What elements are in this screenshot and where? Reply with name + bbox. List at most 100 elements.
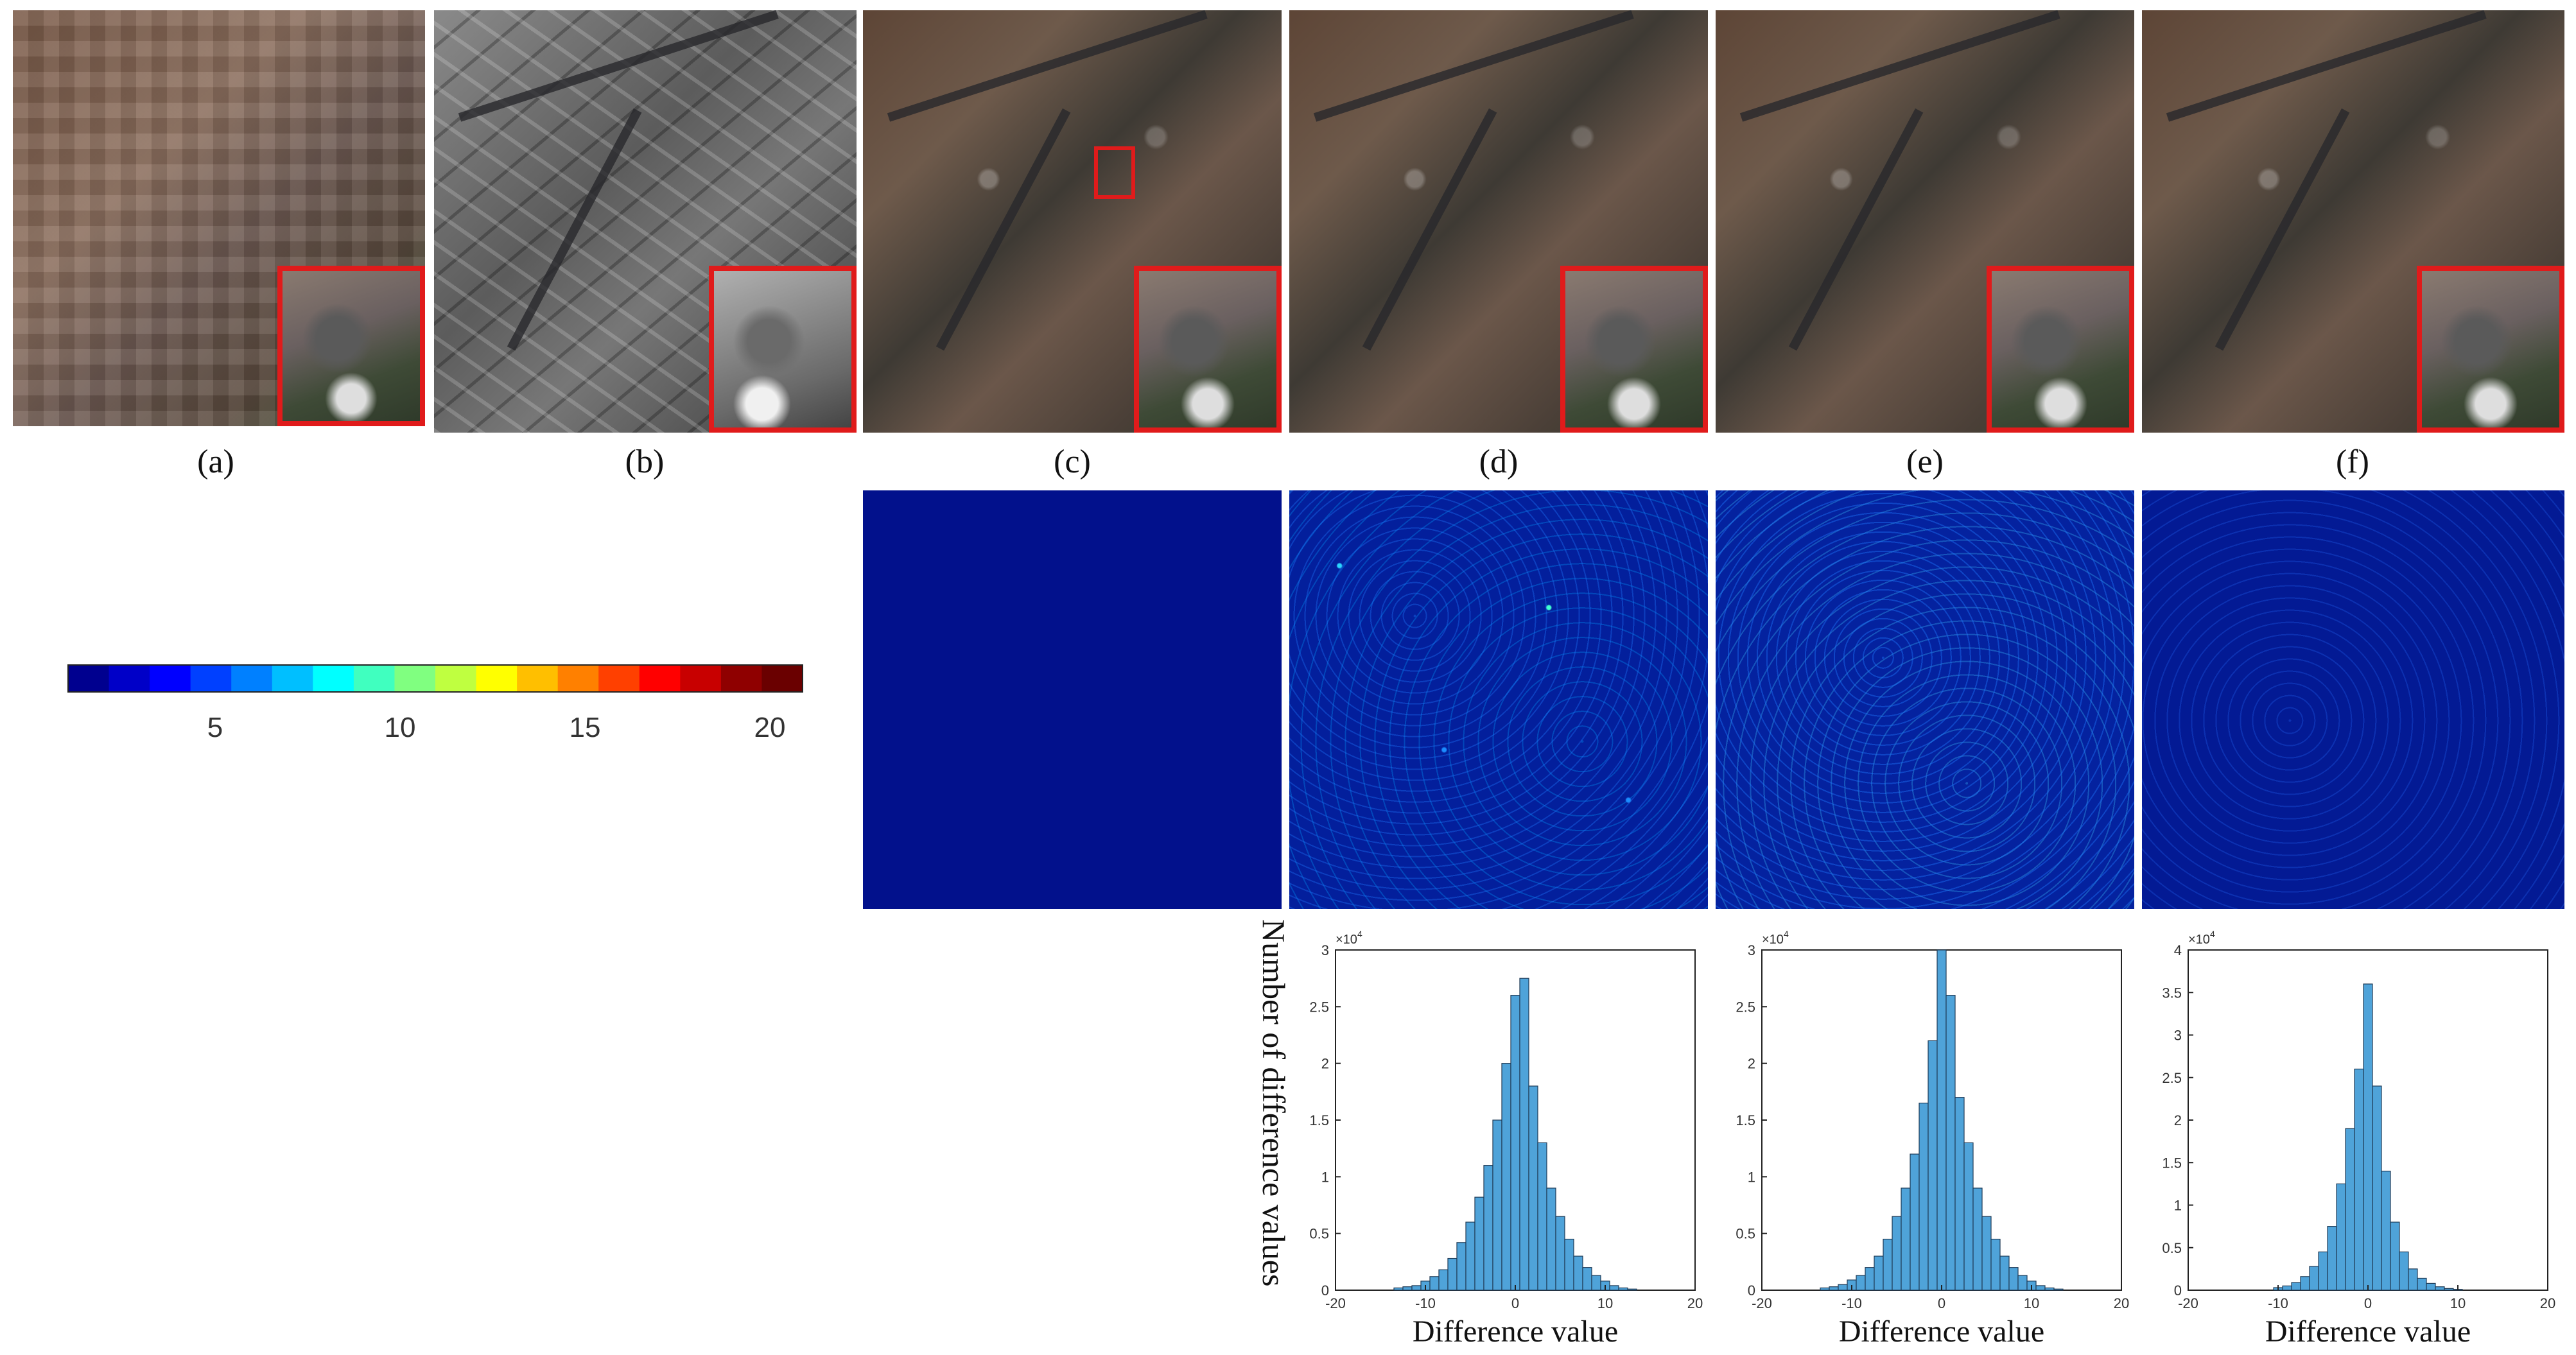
hist-bar bbox=[1492, 1119, 1502, 1291]
hist-bar bbox=[1910, 1153, 1920, 1291]
hist-ytick-label: 2 bbox=[1748, 1056, 1755, 1072]
hist-bar bbox=[1402, 1286, 1413, 1291]
hist-bar bbox=[1999, 1256, 2010, 1291]
hist-bar bbox=[1963, 1142, 1974, 1291]
hist-bar bbox=[2008, 1267, 2019, 1291]
hist-bar bbox=[2345, 1128, 2355, 1291]
hist-bar bbox=[2309, 1266, 2319, 1291]
histogram-e: -20 -10 0 10 20 0 0.5 1 1.5 2 2.5 3 ×104 Difference v… bbox=[1736, 929, 2129, 1349]
hist-bar bbox=[1555, 1216, 1565, 1291]
hist-bar bbox=[1856, 1275, 1866, 1291]
hist-ytick-label: 2 bbox=[2174, 1112, 2182, 1128]
panel-d-zoom-inset bbox=[1560, 266, 1708, 433]
hist-xtick-label: 20 bbox=[1687, 1295, 1703, 1311]
hist-bar bbox=[2363, 983, 2373, 1291]
hist-bar bbox=[1609, 1285, 1619, 1291]
colorbar-swatch bbox=[68, 665, 110, 692]
hist-bar bbox=[2053, 1288, 2064, 1291]
hist-ytick-label: 2.5 bbox=[1736, 999, 1755, 1015]
hist-bar bbox=[1618, 1287, 1628, 1291]
hist-bar bbox=[2336, 1183, 2346, 1291]
hist-bar bbox=[1874, 1256, 1884, 1291]
error-map-c bbox=[863, 490, 1282, 909]
hist-ytick-label: 3.5 bbox=[2162, 985, 2182, 1001]
panel-c-reference-image bbox=[863, 10, 1282, 433]
hist-ytick-label: 1 bbox=[1321, 1169, 1329, 1185]
hist-xtick-label: -20 bbox=[1752, 1295, 1772, 1311]
hist-xtick-label: 10 bbox=[2024, 1295, 2039, 1311]
colorbar-swatch bbox=[720, 665, 762, 692]
hist-bar bbox=[1447, 1257, 1458, 1291]
hist-xtick-label: -20 bbox=[2178, 1295, 2198, 1311]
hist-bar bbox=[2282, 1285, 2292, 1291]
hist-bar bbox=[1928, 1040, 1938, 1291]
hist-bar bbox=[1582, 1267, 1592, 1291]
hist-bar bbox=[1627, 1288, 1637, 1291]
panel-label-a: (a) bbox=[197, 444, 234, 480]
hist-bar bbox=[1883, 1238, 1893, 1291]
hist-bar bbox=[2399, 1251, 2409, 1291]
hist-bar bbox=[1501, 1063, 1511, 1291]
panel-f-zoom-inset bbox=[2417, 266, 2564, 433]
hist-bar bbox=[2390, 1221, 2400, 1291]
hist-bar bbox=[1936, 949, 1947, 1291]
panel-d-fused-image bbox=[1289, 10, 1708, 433]
hist-bar bbox=[1510, 995, 1520, 1291]
panel-e-zoom-inset bbox=[1987, 266, 2134, 433]
hist-ytick-label: 0 bbox=[1321, 1282, 1329, 1299]
hist-bar bbox=[1537, 1142, 1547, 1291]
hist-y-exponent: ×104 bbox=[1762, 929, 1789, 947]
hist-bar bbox=[1981, 1216, 1992, 1291]
hist-bar bbox=[1972, 1187, 1983, 1291]
hist-bar bbox=[2327, 1226, 2337, 1291]
error-map-f bbox=[2142, 490, 2564, 909]
colorbar-swatch bbox=[639, 665, 681, 692]
hist-bar bbox=[1892, 1216, 1902, 1291]
hist-bar bbox=[2444, 1288, 2454, 1291]
hist-bar bbox=[2435, 1286, 2445, 1291]
colorbar-swatch bbox=[272, 665, 313, 692]
hist-bar bbox=[1838, 1284, 1848, 1291]
hist-ytick-label: 2.5 bbox=[2162, 1070, 2182, 1086]
hist-bar bbox=[2354, 1068, 2364, 1291]
hist-y-exponent: ×104 bbox=[1336, 929, 1362, 947]
panel-c-roi-box bbox=[1094, 146, 1135, 199]
colorbar-swatch bbox=[680, 665, 722, 692]
histogram-f: -20 -10 0 10 20 0 0.5 1 1.5 2 2.5 3 3.5 4 ×104 Differen… bbox=[2162, 929, 2555, 1349]
hist-bar bbox=[1945, 995, 1956, 1291]
hist-ytick-label: 4 bbox=[2174, 942, 2182, 958]
hist-bar bbox=[1820, 1287, 1830, 1291]
hist-bar bbox=[2372, 1085, 2382, 1291]
colorbar-swatch bbox=[231, 665, 273, 692]
hist-ytick-label: 1.5 bbox=[2162, 1155, 2182, 1171]
hist-bar bbox=[1456, 1242, 1466, 1291]
hist-bar bbox=[2044, 1287, 2055, 1291]
panel-label-e: (e) bbox=[1906, 444, 1944, 480]
colorbar-swatch bbox=[435, 665, 477, 692]
colorbar-swatch bbox=[313, 665, 354, 692]
panel-label-f: (f) bbox=[2336, 444, 2369, 480]
hist-xlabel: Difference value bbox=[1839, 1315, 2044, 1349]
hist-xtick-label: 20 bbox=[2114, 1295, 2129, 1311]
hist-ytick-label: 3 bbox=[2174, 1028, 2182, 1044]
hist-xtick-label: -10 bbox=[1415, 1295, 1436, 1311]
panel-label-d: (d) bbox=[1479, 444, 1519, 480]
hist-xtick-label: 10 bbox=[2450, 1295, 2466, 1311]
hist-ytick-label: 0.5 bbox=[1736, 1226, 1755, 1242]
hist-xtick-label: 0 bbox=[1511, 1295, 1519, 1311]
hist-ytick-label: 1 bbox=[2174, 1198, 2182, 1214]
hist-bar bbox=[1528, 1085, 1538, 1291]
panel-b-zoom-inset bbox=[709, 266, 857, 433]
hist-xtick-label: -10 bbox=[2268, 1295, 2288, 1311]
hist-bar bbox=[2291, 1282, 2301, 1291]
colorbar-swatch bbox=[353, 665, 395, 692]
colorbar-tick-20: 20 bbox=[754, 712, 786, 743]
hist-xtick-label: 10 bbox=[1597, 1295, 1613, 1311]
panel-b-pan-image bbox=[434, 10, 857, 433]
panel-a-lowres-ms-image bbox=[13, 10, 425, 426]
colorbar-swatch bbox=[598, 665, 640, 692]
hist-bar bbox=[1411, 1285, 1422, 1291]
hist-bar bbox=[2318, 1251, 2328, 1291]
hist-xlabel: Difference value bbox=[1413, 1315, 1618, 1349]
